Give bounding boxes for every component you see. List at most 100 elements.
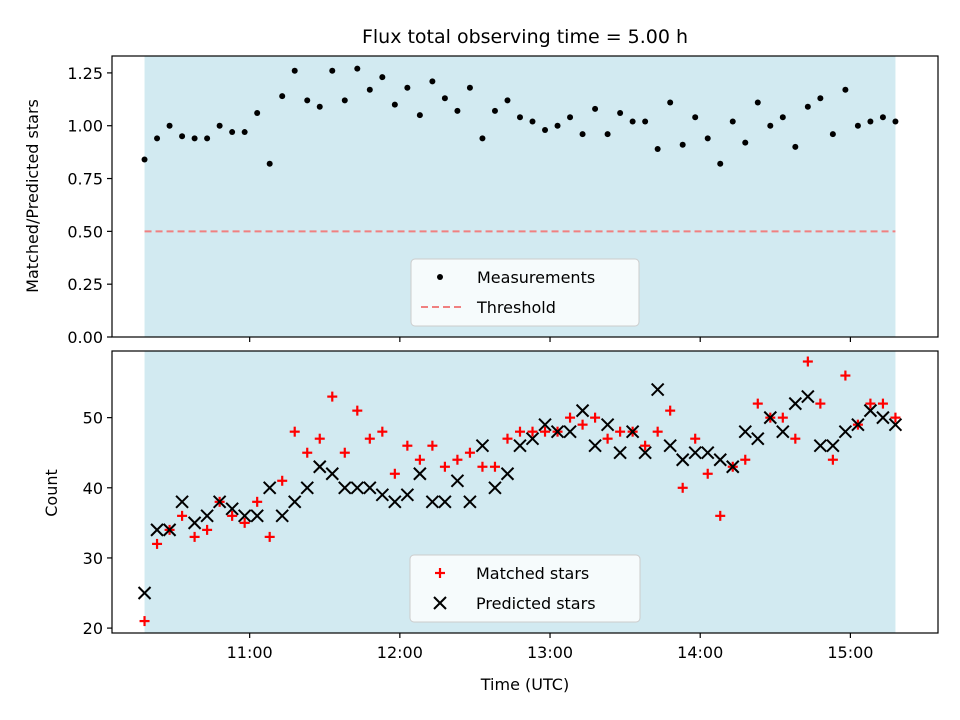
top-ytick-label: 0.75 [67, 170, 103, 189]
measurement-point [304, 97, 311, 104]
legend-matched-marker [435, 568, 445, 578]
predicted-star-point [650, 382, 665, 397]
measurement-point [454, 107, 461, 114]
matched-star-point [402, 440, 413, 451]
matched-star-point [514, 426, 525, 437]
measurement-point [542, 126, 549, 133]
matched-star-point [152, 538, 163, 549]
predicted-star-point [563, 424, 577, 439]
bottom-legend: Matched stars Predicted stars [409, 554, 641, 623]
predicted-star-point [300, 481, 314, 495]
measurement-point [229, 129, 236, 136]
matched-star-point [414, 454, 425, 465]
predicted-star-point [400, 488, 415, 502]
matched-star-point [227, 510, 238, 521]
bottom-ytick-label: 30 [83, 549, 103, 568]
matched-star-point [502, 433, 513, 444]
measurement-point [704, 135, 711, 142]
chart-title: Flux total observing time = 5.00 h [362, 26, 688, 48]
legend-predicted-marker [433, 596, 447, 610]
measurement-point [379, 74, 386, 81]
predicted-star-point [763, 410, 778, 425]
predicted-star-point [463, 495, 477, 509]
measurement-point [391, 101, 398, 108]
predicted-star-point [187, 516, 202, 530]
bottom-ytick-label: 40 [83, 479, 103, 498]
predicted-star-point [600, 417, 615, 432]
matched-star-point [277, 475, 288, 486]
predicted-star-point [688, 446, 702, 460]
matched-star-point [665, 405, 676, 416]
matched-star-point [139, 616, 150, 627]
measurement-point [441, 95, 448, 102]
xtick-label: 12:00 [377, 643, 423, 662]
measurement-point [316, 103, 323, 110]
matched-star-point [339, 447, 350, 458]
top-legend: Measurements Threshold [410, 258, 640, 327]
measurement-point [692, 114, 699, 121]
top-legend-box [410, 258, 640, 327]
matched-star-point [690, 433, 701, 444]
matched-star-point [752, 398, 763, 409]
matched-star-point [715, 510, 726, 521]
predicted-star-point [863, 403, 878, 418]
measurement-point [804, 103, 811, 110]
matched-star-point [815, 398, 826, 409]
measurement-point [166, 122, 173, 129]
predicted-star-point [675, 453, 690, 467]
predicted-star-point [625, 424, 640, 439]
predicted-star-point [513, 438, 527, 453]
matched-star-point [827, 454, 838, 465]
legend-measurements-marker [437, 274, 443, 280]
measurement-point [829, 131, 836, 138]
predicted-star-point [838, 424, 853, 439]
xtick-label: 11:00 [227, 643, 273, 662]
measurement-point [216, 122, 223, 129]
matched-star-point [677, 482, 688, 493]
matched-star-point [389, 468, 400, 479]
predicted-star-point [388, 495, 402, 509]
measurement-point [792, 143, 799, 150]
measurement-point [479, 135, 486, 142]
predicted-star-point [262, 481, 277, 495]
top-ytick-label: 0.50 [67, 222, 103, 241]
measurement-point [266, 160, 273, 167]
predicted-star-point [613, 446, 627, 460]
bottom-axes-frame [111, 350, 939, 634]
matched-star-point [264, 531, 275, 542]
predicted-star-point [488, 481, 502, 495]
measurement-point [879, 114, 886, 121]
measurement-point [241, 129, 248, 136]
measurement-point [279, 93, 286, 100]
measurement-point [141, 156, 148, 163]
measurement-point [554, 122, 561, 129]
measurement-point [204, 135, 211, 142]
matched-star-point [540, 426, 551, 437]
matched-star-point [464, 447, 475, 458]
predicted-star-point [888, 417, 903, 432]
predicted-star-point [701, 446, 715, 460]
matched-star-point [177, 510, 188, 521]
matched-star-point [740, 454, 751, 465]
measurement-point [779, 114, 786, 121]
measurement-point [329, 67, 336, 74]
measurement-point [179, 133, 186, 140]
bottom-panel: 20 30 40 50 11:00 12:00 13:00 14:00 15:00 Time … [42, 350, 939, 694]
measurement-point [416, 112, 423, 119]
predicted-star-point [638, 446, 652, 460]
predicted-star-point [325, 467, 339, 481]
predicted-star-point [813, 438, 828, 453]
measurement-point [717, 160, 724, 167]
predicted-star-point [876, 410, 890, 425]
predicted-star-point [713, 453, 727, 467]
measurement-point [579, 131, 586, 138]
measurement-point [254, 110, 261, 117]
matched-star-point [452, 454, 463, 465]
top-panel: 0.00 0.25 0.50 0.75 1.00 1.25 Flux total obse… [23, 26, 939, 347]
matched-star-point [640, 440, 651, 451]
xtick-label: 15:00 [827, 643, 873, 662]
measurement-point [742, 139, 749, 146]
predicted-star-point [212, 495, 227, 509]
matched-star-point [615, 426, 626, 437]
